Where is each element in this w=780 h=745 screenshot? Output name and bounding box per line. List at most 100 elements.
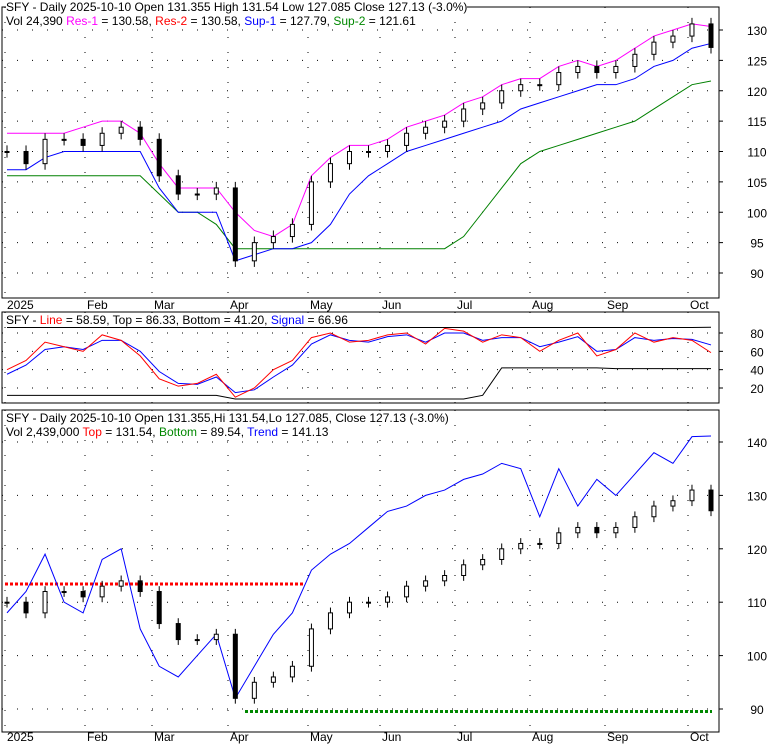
price-candle <box>385 144 391 153</box>
price-candle <box>232 187 238 262</box>
y-tick-label: 125 <box>747 54 767 68</box>
price-candle <box>461 108 467 122</box>
res1-label: Res-1 <box>66 14 99 28</box>
y-tick-label: 120 <box>747 543 767 557</box>
y-tick-label: 115 <box>747 115 766 129</box>
trend-candle <box>42 591 48 614</box>
trend-candle <box>61 591 67 594</box>
price-candle <box>537 84 543 87</box>
trend-candle <box>480 558 486 566</box>
x-tick-label: Sep <box>607 730 629 744</box>
sup2-value: = 121.61 <box>368 14 416 28</box>
osc-line-value: = 58.59, <box>65 313 110 327</box>
res1-value: = 130.58, <box>101 14 152 28</box>
price-candle <box>61 138 67 141</box>
sup1-value: = 127.79, <box>279 14 331 28</box>
trend-candle <box>118 580 124 587</box>
price-candle <box>689 23 695 37</box>
trend-candle <box>461 564 467 577</box>
osc-line <box>6 327 712 398</box>
res1-line <box>7 23 712 238</box>
osc-line-label: Line <box>39 313 63 327</box>
price-candle <box>480 102 486 110</box>
res2-label: Res-2 <box>155 14 188 28</box>
price-candle <box>499 90 505 104</box>
x-tick-label: Jun <box>382 730 401 744</box>
y-tick-label: 130 <box>747 24 767 38</box>
price-candle <box>366 151 372 153</box>
panel-frame-2 <box>1 409 720 733</box>
sup2-line <box>7 80 712 250</box>
trend-candle <box>613 526 619 534</box>
y-tick-label: 105 <box>747 176 767 190</box>
x-tick-label: Oct <box>690 730 709 744</box>
trend-candle <box>518 542 524 550</box>
price-candle <box>708 23 714 48</box>
osc-top: Top = 86.33, <box>112 313 180 327</box>
y-tick-label: 120 <box>747 85 767 99</box>
trend-candle <box>213 633 219 641</box>
trend-candle <box>289 665 295 678</box>
price-candle <box>442 120 448 128</box>
x-tick-label: Jul <box>457 730 472 744</box>
price-candle <box>80 138 86 146</box>
y-tick-label: 40 <box>750 364 764 378</box>
trend-candle <box>137 580 143 593</box>
price-candle <box>137 126 143 140</box>
osc-legend: SFY - Line = 58.59, Top = 86.33, Bottom … <box>6 313 348 327</box>
x-tick-label: Jun <box>382 298 401 312</box>
price-legend: Vol 24,390 Res-1 = 130.58, Res-2 = 130.5… <box>6 14 416 28</box>
y-tick-label: 130 <box>747 489 767 503</box>
x-tick-label: Feb <box>87 730 108 744</box>
price-candle <box>156 138 162 177</box>
trend-candle <box>23 601 29 614</box>
osc-signal-label: Signal <box>270 313 305 327</box>
price-candle <box>99 132 105 146</box>
trend-candle <box>385 596 391 603</box>
trend-candle <box>346 601 352 614</box>
price-candle <box>651 41 657 55</box>
price-candle <box>670 35 676 43</box>
x-tick-label: Mar <box>154 298 175 312</box>
trend-candle <box>651 505 657 518</box>
x-tick-label: Jul <box>457 298 472 312</box>
x-tick-label: Oct <box>690 298 709 312</box>
trend-candle <box>80 591 86 598</box>
trend-candle <box>537 542 543 545</box>
trend-candle <box>270 676 276 683</box>
trend-trend-label: Trend <box>247 425 279 439</box>
osc-signal-value: = 66.96 <box>307 313 348 327</box>
y-tick-label: 90 <box>750 703 764 717</box>
y-tick-label: 95 <box>750 237 764 251</box>
trend-vol: Vol 2,439,000 <box>6 425 80 439</box>
trend-candle <box>99 585 105 598</box>
y-tick-label: 60 <box>750 345 764 359</box>
y-tick-label: 110 <box>747 146 766 160</box>
price-candle <box>346 151 352 165</box>
sup2-label: Sup-2 <box>333 14 366 28</box>
osc-signal-line <box>6 332 712 394</box>
trend-title: SFY - Daily 2025-10-10 Open 131.355,Hi 1… <box>6 411 449 425</box>
trend-candle <box>175 623 181 641</box>
trend-bottom-label: Bottom <box>158 425 197 439</box>
sup1-line <box>7 42 712 262</box>
price-candle <box>194 193 200 196</box>
x-tick-label: Aug <box>532 730 553 744</box>
x-tick-label: Sep <box>607 298 629 312</box>
trend-candle <box>4 601 10 604</box>
y-tick-label: 100 <box>747 206 767 220</box>
price-candle <box>23 151 29 165</box>
price-candle <box>251 242 257 262</box>
price-candle <box>118 126 124 134</box>
trend-candle <box>156 591 162 625</box>
y-tick-label: 140 <box>747 436 767 450</box>
price-candle <box>213 187 219 195</box>
price-title: SFY - Daily 2025-10-10 Open 131.355 High… <box>6 0 468 14</box>
trend-line <box>6 435 712 700</box>
osc-name: SFY - <box>6 313 37 327</box>
res2-value: = 130.58, <box>190 14 241 28</box>
trend-top-value: = 131.54, <box>105 425 156 439</box>
x-tick-label: Feb <box>87 298 108 312</box>
